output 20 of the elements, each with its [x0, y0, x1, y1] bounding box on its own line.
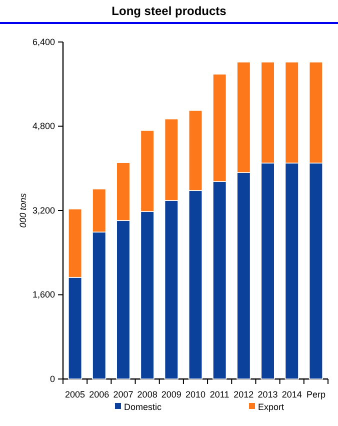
- chart-title: Long steel products: [112, 4, 227, 18]
- x-tick-label: Perp: [306, 389, 326, 400]
- x-tick-label: 2006: [89, 389, 110, 400]
- legend-label: Export: [258, 402, 285, 412]
- x-tick-label: 2012: [234, 389, 254, 400]
- x-tick-label: 2007: [113, 389, 134, 400]
- x-tick-label: 2014: [282, 389, 302, 400]
- x-tick-label: 2013: [258, 389, 278, 400]
- x-tick-label: 2010: [185, 389, 206, 400]
- y-tick-label: 4,800: [32, 121, 55, 132]
- y-tick-label: 1,600: [32, 290, 55, 300]
- x-tick-label: 2005: [65, 389, 86, 400]
- y-tick-label: 0: [50, 374, 55, 384]
- legend-label: Domestic: [124, 402, 162, 412]
- x-tick-label: 2008: [137, 389, 158, 400]
- x-tick-label: 2011: [210, 389, 230, 400]
- y-tick-label: 3,200: [32, 205, 55, 216]
- x-tick-label: 2009: [161, 389, 182, 400]
- y-axis-title: 000 tons: [18, 192, 28, 228]
- y-tick-label: 6,400: [32, 36, 55, 47]
